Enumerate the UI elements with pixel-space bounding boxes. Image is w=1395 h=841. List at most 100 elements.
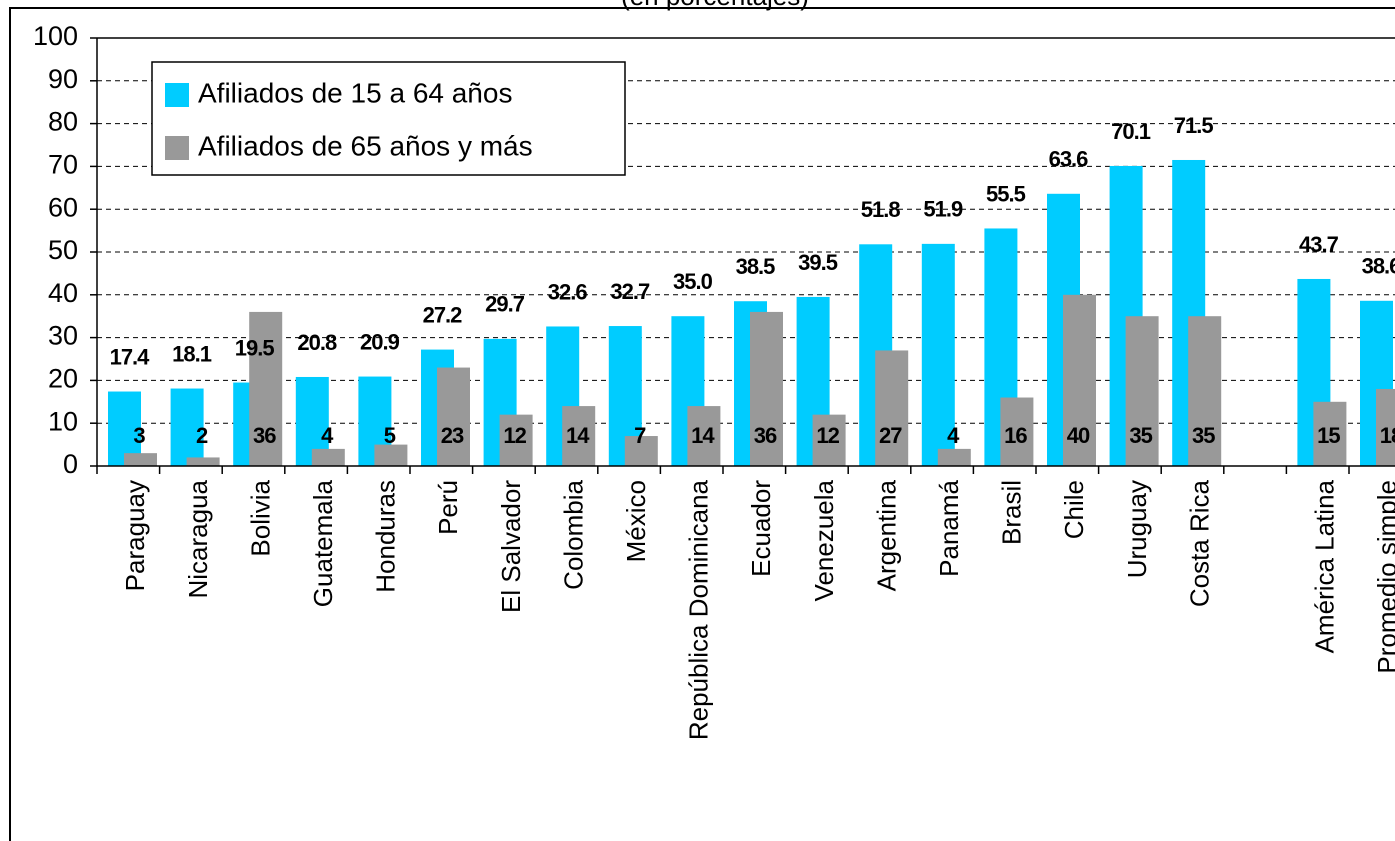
x-tick-label-group: El Salvador — [496, 480, 526, 613]
x-tick-label: Chile — [1059, 480, 1089, 539]
data-label: 38.6 — [1362, 254, 1395, 279]
data-label: 51.8 — [861, 197, 901, 222]
data-label: 63.6 — [1049, 147, 1089, 172]
x-tick-label: Brasil — [997, 480, 1027, 545]
legend-swatch — [165, 83, 189, 107]
y-tick-label: 0 — [63, 449, 78, 479]
data-label: 16 — [1004, 423, 1027, 448]
x-tick-label: El Salvador — [496, 480, 526, 613]
legend: Afiliados de 15 a 64 años Afiliados de 65… — [151, 61, 626, 176]
x-tick-label-group: Argentina — [871, 479, 901, 591]
bar — [875, 350, 909, 466]
legend-label: Afiliados de 15 a 64 años — [198, 77, 512, 108]
data-label: 4 — [947, 423, 960, 448]
data-label: 20.9 — [360, 329, 400, 354]
x-tick-label-group: Panamá — [934, 479, 964, 576]
data-label: 12 — [503, 423, 526, 448]
y-tick-label: 50 — [48, 235, 78, 265]
data-label: 4 — [321, 423, 334, 448]
bar — [1188, 316, 1222, 466]
x-tick-label: Costa Rica — [1184, 479, 1214, 607]
data-label: 14 — [566, 423, 590, 448]
x-tick-label-group: Brasil — [997, 480, 1027, 545]
data-label: 71.5 — [1174, 113, 1214, 138]
data-label: 29.7 — [485, 292, 525, 317]
bar — [937, 448, 971, 466]
y-tick-label: 20 — [48, 364, 78, 394]
data-label: 51.9 — [923, 197, 963, 222]
x-tick-label-group: México — [621, 480, 651, 562]
data-label: 32.7 — [610, 279, 650, 304]
data-label: 15 — [1317, 423, 1340, 448]
bar — [186, 457, 220, 466]
bar — [1063, 294, 1096, 466]
data-label: 35 — [1192, 423, 1215, 448]
y-tick-label: 40 — [48, 278, 78, 308]
chart-title: (en porcentajes) — [621, 0, 809, 11]
bar — [1313, 401, 1347, 466]
x-tick-label: Ecuador — [746, 480, 776, 577]
x-tick-label-group: América Latina — [1310, 479, 1340, 653]
x-tick-label-group: Venezuela — [809, 479, 839, 601]
data-label: 35.0 — [673, 269, 713, 294]
data-label: 18.1 — [172, 341, 212, 366]
data-label: 7 — [634, 423, 646, 448]
x-tick-label-group: Bolivia — [245, 479, 275, 556]
x-tick-label-group: Uruguay — [1122, 480, 1152, 578]
x-tick-label-group: Ecuador — [746, 480, 776, 577]
x-tick-label-group: Paraguay — [120, 480, 150, 591]
x-tick-label-group: Guatemala — [308, 479, 338, 607]
data-label: 40 — [1067, 423, 1090, 448]
x-tick-label: América Latina — [1310, 479, 1340, 653]
data-label: 2 — [196, 423, 208, 448]
x-tick-label: Nicaragua — [183, 479, 213, 598]
x-tick-label-group: Colombia — [558, 479, 588, 589]
x-tick-label: Bolivia — [245, 479, 275, 556]
y-tick-label: 80 — [48, 107, 78, 137]
bar — [687, 406, 721, 466]
x-tick-label-group: Perú — [433, 480, 463, 535]
data-label: 38.5 — [736, 254, 776, 279]
x-tick-label-group: República Dominicana — [684, 479, 714, 740]
data-label: 17.4 — [110, 344, 151, 369]
bar — [1376, 388, 1395, 466]
bar — [750, 311, 783, 466]
x-tick-label: México — [621, 480, 651, 562]
x-tick-label-group: Honduras — [371, 480, 401, 593]
data-label: 35 — [1129, 423, 1152, 448]
x-tick-label: Panamá — [934, 479, 964, 576]
bar — [374, 444, 408, 466]
x-tick-label: Honduras — [371, 480, 401, 593]
x-tick-label: República Dominicana — [684, 479, 714, 740]
legend-box — [151, 61, 626, 176]
x-tick-label-group: Chile — [1059, 480, 1089, 539]
bar — [1125, 316, 1159, 466]
data-label: 36 — [253, 423, 276, 448]
data-label: 12 — [816, 423, 839, 448]
bar — [499, 414, 533, 466]
data-label: 14 — [691, 423, 715, 448]
bar — [1000, 397, 1034, 466]
data-label: 18 — [1380, 423, 1395, 448]
bar — [624, 436, 658, 466]
data-label: 23 — [441, 423, 464, 448]
x-tick-label-group: Nicaragua — [183, 479, 213, 598]
data-label: 43.7 — [1299, 232, 1339, 257]
bar — [124, 453, 157, 466]
bar — [311, 448, 345, 466]
data-label: 20.8 — [297, 330, 337, 355]
bar — [562, 406, 596, 466]
x-tick-label: Paraguay — [120, 480, 150, 591]
data-label: 27 — [879, 423, 902, 448]
y-tick-label: 70 — [48, 150, 78, 180]
x-tick-label: Venezuela — [809, 479, 839, 601]
x-tick-label-group: Promedio simple — [1372, 480, 1395, 674]
data-label: 3 — [133, 423, 145, 448]
y-tick-label: 10 — [48, 406, 78, 436]
data-label: 27.2 — [423, 302, 463, 327]
legend-swatch — [165, 136, 189, 160]
y-tick-label: 90 — [48, 64, 78, 94]
data-label: 32.6 — [548, 279, 588, 304]
data-label: 5 — [384, 423, 396, 448]
